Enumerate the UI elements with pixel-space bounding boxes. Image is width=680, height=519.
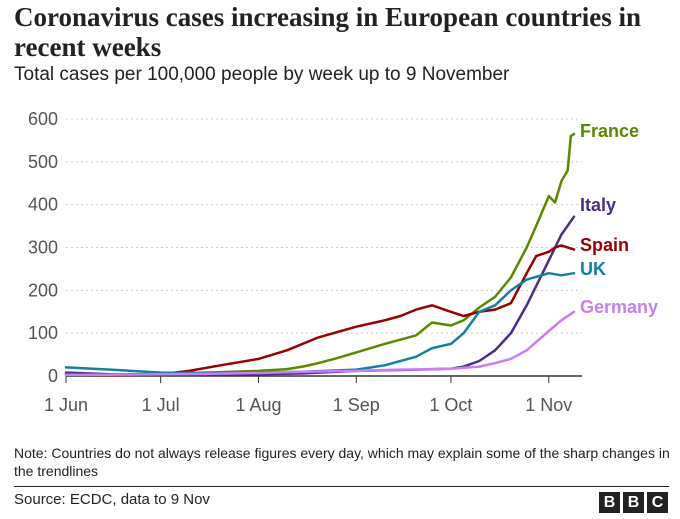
y-tick-label: 300 — [28, 238, 58, 258]
bbc-logo-letter: B — [599, 492, 620, 513]
gridlines — [66, 118, 582, 377]
series-line-france — [64, 132, 576, 376]
x-tick-label: 1 Oct — [429, 395, 472, 415]
series-label-germany: Germany — [580, 297, 658, 317]
bbc-logo-letter: B — [623, 492, 644, 513]
series-label-france: France — [580, 121, 639, 141]
chart-subtitle: Total cases per 100,000 people by week u… — [14, 64, 510, 85]
y-tick-label: 500 — [28, 152, 58, 172]
series-line-germany — [64, 310, 576, 376]
y-tick-label: 600 — [28, 109, 58, 129]
y-tick-label: 0 — [48, 366, 58, 386]
bbc-logo: B B C — [599, 492, 668, 513]
x-tick-label: 1 Sep — [333, 395, 380, 415]
y-tick-label: 400 — [28, 195, 58, 215]
source-credit: Source: ECDC, data to 9 Nov — [14, 491, 210, 508]
series-lines — [64, 132, 576, 377]
bbc-logo-letter: C — [647, 492, 668, 513]
series-label-spain: Spain — [580, 235, 629, 255]
y-tick-label: 100 — [28, 323, 58, 343]
line-chart: 0 100 200 300 400 500 600 1 Jun 1 Jul 1 Aug 1 Sep… — [28, 109, 658, 415]
series-label-italy: Italy — [580, 195, 616, 215]
series-line-italy — [64, 215, 576, 376]
x-axis-ticks: 1 Jun 1 Jul 1 Aug 1 Sep 1 Oct 1 Nov — [44, 376, 572, 415]
x-tick-label: 1 Jul — [142, 395, 180, 415]
y-axis-ticks: 0 100 200 300 400 500 600 — [28, 109, 58, 386]
series-label-uk: UK — [580, 259, 606, 279]
x-tick-label: 1 Jun — [44, 395, 88, 415]
chart-title: Coronavirus cases increasing in European… — [14, 2, 642, 62]
series-line-spain — [64, 244, 576, 377]
footer-divider — [14, 486, 669, 487]
series-line-uk — [64, 271, 576, 375]
chart-note: Note: Countries do not always release fi… — [14, 445, 670, 479]
series-labels: France Italy Spain UK Germany — [580, 121, 658, 317]
x-tick-label: 1 Aug — [235, 395, 281, 415]
x-tick-label: 1 Nov — [525, 395, 572, 415]
y-tick-label: 200 — [28, 280, 58, 300]
